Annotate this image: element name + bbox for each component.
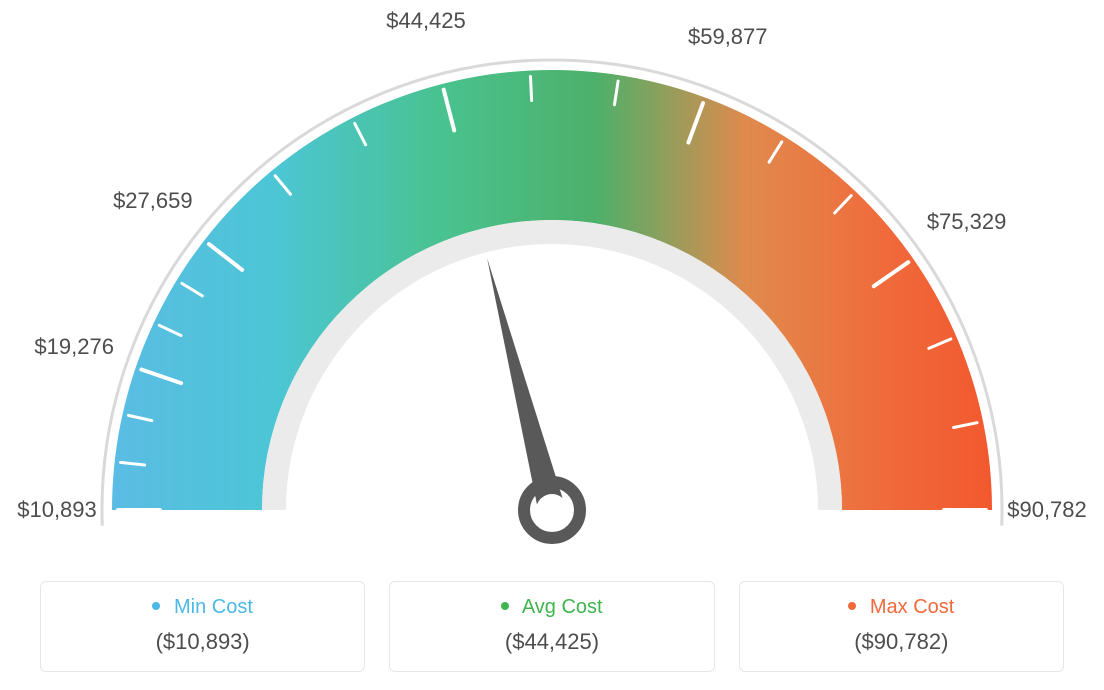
max-cost-value: ($90,782) — [750, 629, 1053, 655]
max-cost-title-text: Max Cost — [870, 596, 954, 618]
avg-cost-bullet-icon — [501, 602, 509, 610]
max-cost-bullet-icon — [848, 602, 856, 610]
summary-cards: Min Cost ($10,893) Avg Cost ($44,425) Ma… — [0, 581, 1104, 672]
avg-cost-title-text: Avg Cost — [522, 596, 603, 618]
avg-cost-title: Avg Cost — [400, 596, 703, 619]
gauge-tick-label: $75,329 — [927, 209, 1007, 235]
root: $10,893 $19,276 $27,659 $44,425 $59,877 $75,3… — [0, 0, 1104, 690]
avg-cost-card: Avg Cost ($44,425) — [389, 581, 714, 672]
min-cost-title: Min Cost — [51, 596, 354, 619]
gauge — [0, 0, 1104, 560]
max-cost-card: Max Cost ($90,782) — [739, 581, 1064, 672]
gauge-tick-label: $44,425 — [386, 8, 466, 34]
min-cost-bullet-icon — [152, 602, 160, 610]
gauge-tick-label: $27,659 — [113, 188, 193, 214]
min-cost-title-text: Min Cost — [174, 596, 253, 618]
gauge-area: $10,893 $19,276 $27,659 $44,425 $59,877 $75,3… — [0, 0, 1104, 560]
avg-cost-value: ($44,425) — [400, 629, 703, 655]
gauge-tick-label: $10,893 — [17, 497, 97, 523]
gauge-tick-label: $90,782 — [1007, 497, 1087, 523]
max-cost-title: Max Cost — [750, 596, 1053, 619]
gauge-tick-label: $19,276 — [34, 334, 114, 360]
min-cost-card: Min Cost ($10,893) — [40, 581, 365, 672]
gauge-tick-label: $59,877 — [688, 24, 768, 50]
min-cost-value: ($10,893) — [51, 629, 354, 655]
